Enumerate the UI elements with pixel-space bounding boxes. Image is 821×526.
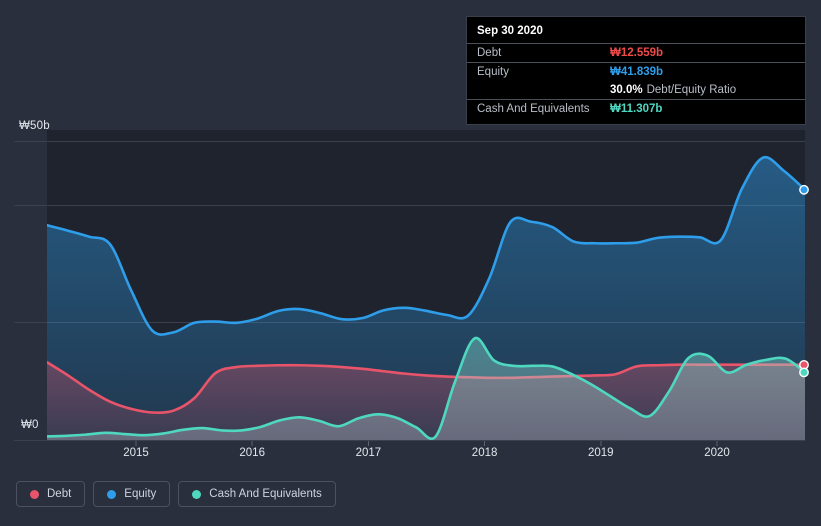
y-axis-label-bottom: ₩0	[21, 419, 39, 431]
series-area-cash-and-equivalents	[47, 337, 805, 440]
tooltip-row-debt: Debt ₩12.559b	[467, 43, 805, 62]
tooltip-row-ratio: 30.0% Debt/Equity Ratio	[467, 81, 805, 99]
tooltip-value-debt: ₩12.559b	[610, 47, 664, 59]
legend-item-equity[interactable]: Equity	[93, 481, 171, 507]
x-axis-label-2016: 2016	[239, 447, 265, 459]
x-axis-label-2020: 2020	[704, 447, 730, 459]
legend-dot-icon	[107, 489, 117, 499]
legend-dot-icon	[30, 489, 39, 499]
tooltip-label-debt: Debt	[477, 47, 502, 59]
tooltip-row-cash: Cash And Equivalents ₩11.307b	[467, 99, 805, 118]
legend-dot-icon	[192, 489, 202, 499]
tooltip-value-ratio: 30.0%	[610, 84, 643, 96]
x-axis-ticks	[135, 441, 718, 446]
legend-label: Cash And Equivalents	[209, 488, 322, 500]
tooltip-row-equity: Equity ₩41.839b	[467, 62, 805, 81]
tooltip-value-cash: ₩11.307b	[610, 103, 663, 115]
x-axis-label-2018: 2018	[471, 447, 498, 459]
x-axis-label-2015: 2015	[123, 447, 149, 459]
endpoint-marker-equity	[799, 184, 809, 195]
tooltip-value-equity: ₩41.839b	[610, 66, 664, 78]
legend-item-cash-and-equivalents[interactable]: Cash And Equivalents	[178, 481, 336, 507]
series-endpoints	[799, 184, 809, 378]
tooltip-label-equity: Equity	[477, 66, 509, 78]
endpoint-marker-cash-and-equivalents	[799, 367, 809, 378]
tooltip-label-cash: Cash And Equivalents	[477, 103, 590, 115]
x-axis-label-2017: 2017	[355, 447, 382, 459]
legend-label: Debt	[47, 488, 72, 500]
chart-tooltip: Sep 30 2020 Debt ₩12.559b Equity ₩41.839…	[466, 16, 806, 125]
series-line-equity[interactable]	[47, 155, 805, 336]
legend-item-debt[interactable]: Debt	[16, 481, 86, 507]
x-axis-label-2019: 2019	[588, 447, 614, 459]
chart-legend: Debt Equity Cash And Equivalents	[16, 481, 336, 507]
tooltip-label-ratio: Debt/Equity Ratio	[646, 84, 737, 96]
series-line-debt[interactable]	[47, 360, 805, 414]
legend-label: Equity	[124, 488, 157, 500]
series-layer	[47, 155, 805, 441]
y-axis-label-top: ₩50b	[19, 120, 50, 132]
tooltip-date: Sep 30 2020	[477, 25, 543, 37]
series-line-cash-and-equivalents[interactable]	[47, 336, 805, 440]
